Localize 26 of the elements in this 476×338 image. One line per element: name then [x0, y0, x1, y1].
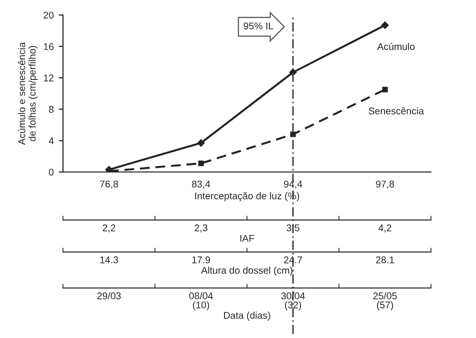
text: IAF: [240, 234, 254, 242]
ref-line-label: 95% IL: [244, 22, 274, 30]
y-tick-label: 4: [48, 137, 54, 144]
category-label: 29/03: [97, 292, 121, 300]
category-label: 28.1: [376, 256, 394, 264]
category-label: 2,3: [194, 224, 208, 232]
x-tick-label: 97,8: [376, 180, 394, 189]
category-label: 2,2: [102, 224, 116, 232]
series-label: Acúmulo: [377, 42, 415, 50]
series-label: Senescência: [368, 107, 424, 114]
y-tick-label: 20: [44, 12, 54, 19]
x-tick-label: 94,4: [284, 180, 302, 189]
y-tick-label: 8: [48, 106, 54, 113]
category-label: 08/04 (10): [189, 292, 213, 310]
y-axis-title: Acúmulo e senescência de folhas (cm/perfilho): [18, 42, 38, 145]
x-tick-label: 76,8: [100, 180, 118, 189]
y-tick-label: 12: [44, 74, 54, 82]
text: Data (dias): [224, 312, 270, 321]
category-label: 4,2: [378, 224, 392, 232]
y-tick-label: 0: [48, 168, 54, 176]
text: Altura do dossel (cm): [201, 266, 292, 276]
category-label: 17.9: [192, 256, 210, 264]
category-label: 14.3: [100, 256, 118, 264]
category-label: 25/05 (57): [373, 292, 397, 310]
y-tick-label: 16: [44, 43, 54, 50]
x-tick-label: 83,4: [192, 180, 210, 189]
